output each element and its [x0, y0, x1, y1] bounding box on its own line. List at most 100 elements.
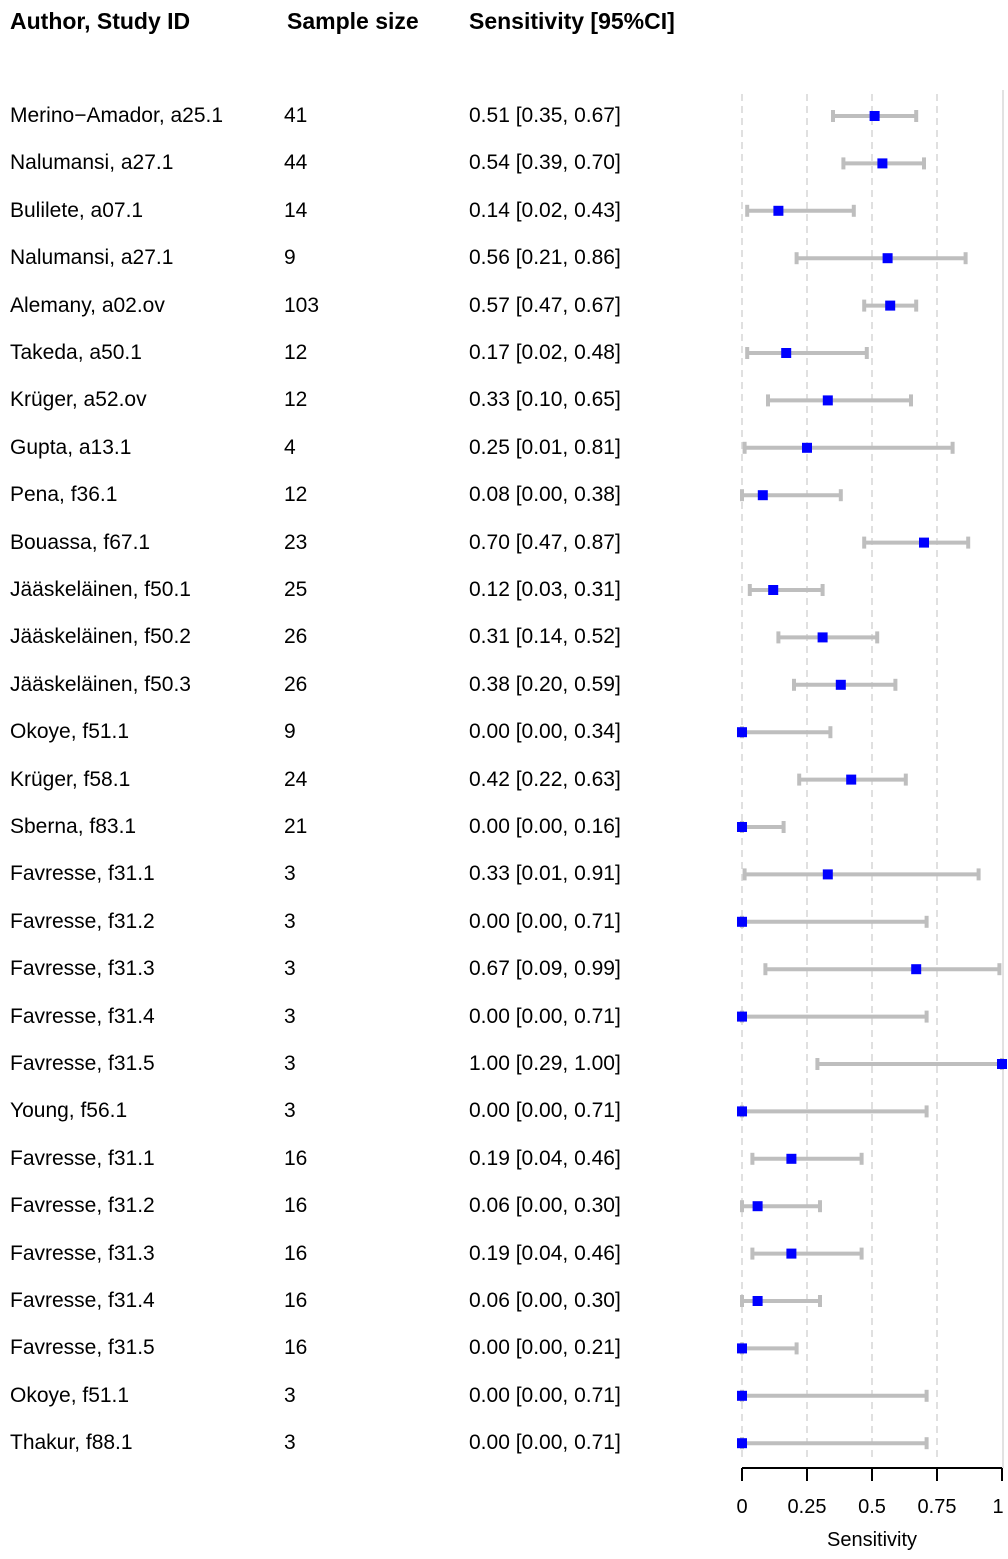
sample-size: 16 — [284, 1336, 308, 1360]
study-name: Sberna, f83.1 — [10, 815, 137, 838]
point-estimate — [737, 1011, 747, 1022]
sample-size: 3 — [284, 862, 296, 886]
point-estimate — [752, 1296, 763, 1306]
point-estimate — [773, 205, 784, 216]
sensitivity-ci-label: 0.42 [0.22, 0.63] — [469, 767, 621, 791]
sensitivity-ci-label: 0.12 [0.03, 0.31] — [469, 578, 621, 601]
sample-size: 16 — [284, 1146, 308, 1170]
point-estimate — [822, 395, 833, 406]
study-name: Favresse, f31.2 — [10, 1194, 155, 1218]
sensitivity-ci-label: 0.00 [0.00, 0.71] — [469, 1431, 621, 1455]
sample-size: 103 — [284, 293, 320, 317]
study-name: Krüger, f58.1 — [10, 767, 131, 791]
study-name: Alemany, a02.ov — [10, 293, 165, 317]
sensitivity-ci-label: 0.33 [0.01, 0.91] — [469, 862, 621, 886]
sensitivity-ci-label: 0.14 [0.02, 0.43] — [469, 198, 621, 222]
point-estimate — [737, 1106, 747, 1117]
sensitivity-ci-label: 1.00 [0.29, 1.00] — [469, 1052, 621, 1075]
study-name: Gupta, a13.1 — [10, 435, 132, 459]
x-axis-label: Sensitivity — [827, 1529, 917, 1551]
sensitivity-ci-label: 0.06 [0.00, 0.30] — [469, 1289, 621, 1312]
point-estimate — [802, 442, 812, 453]
header-sample-size: Sample size — [287, 8, 419, 34]
sensitivity-ci-label: 0.25 [0.01, 0.81] — [469, 435, 621, 459]
header-sensitivity-ci: Sensitivity [95%CI] — [469, 8, 675, 34]
sample-size: 24 — [284, 767, 308, 791]
x-tick-label: 0.25 — [788, 1496, 827, 1518]
point-estimate — [786, 1153, 797, 1164]
x-tick-label: 0.75 — [918, 1496, 957, 1518]
sample-size: 16 — [284, 1241, 308, 1265]
sample-size: 12 — [284, 483, 308, 507]
point-estimate — [768, 585, 779, 595]
study-name: Young, f56.1 — [10, 1099, 128, 1123]
sensitivity-ci-label: 0.00 [0.00, 0.34] — [469, 720, 621, 744]
sensitivity-ci-label: 0.70 [0.47, 0.87] — [469, 530, 621, 554]
ci-whisker — [745, 204, 856, 217]
ci-whisker — [740, 1389, 929, 1402]
sensitivity-ci-label: 0.56 [0.21, 0.86] — [469, 246, 621, 270]
ci-whisker — [740, 1342, 799, 1355]
header-author-study-id: Author, Study ID — [10, 8, 191, 34]
study-name: Favresse, f31.5 — [10, 1052, 155, 1075]
ci-whisker — [776, 631, 880, 644]
x-tick-label: 0 — [736, 1496, 747, 1518]
sample-size: 4 — [284, 435, 296, 459]
ci-whisker — [747, 584, 825, 596]
sample-size: 16 — [284, 1194, 308, 1218]
study-name: Favresse, f31.1 — [10, 1146, 155, 1170]
sensitivity-ci-label: 0.00 [0.00, 0.16] — [469, 815, 621, 838]
point-estimate — [846, 774, 857, 785]
point-estimate — [737, 916, 747, 927]
sample-size: 3 — [284, 1431, 296, 1455]
ci-whisker — [750, 1152, 864, 1165]
study-name: Pena, f36.1 — [10, 483, 118, 507]
point-estimate — [737, 727, 747, 738]
ci-whisker — [763, 963, 1002, 976]
study-name: Krüger, a52.ov — [10, 388, 147, 412]
ci-whisker — [766, 394, 913, 407]
sensitivity-ci-label: 0.54 [0.39, 0.70] — [469, 151, 621, 175]
study-name: Jääskeläinen, f50.1 — [10, 578, 191, 601]
point-estimate — [822, 869, 833, 880]
ci-whisker — [740, 1105, 929, 1118]
sample-size: 26 — [284, 672, 308, 696]
sample-size: 3 — [284, 1383, 296, 1407]
study-name: Favresse, f31.3 — [10, 957, 155, 981]
sample-size: 3 — [284, 1004, 296, 1028]
sensitivity-ci-label: 0.00 [0.00, 0.71] — [469, 1099, 621, 1123]
sample-size: 12 — [284, 341, 308, 364]
point-estimate — [737, 1390, 747, 1401]
study-name: Okoye, f51.1 — [10, 720, 130, 744]
point-estimate — [882, 253, 893, 264]
ci-whisker — [794, 252, 968, 265]
ci-whisker — [740, 821, 786, 833]
point-estimate — [835, 679, 846, 690]
sensitivity-ci-label: 0.17 [0.02, 0.48] — [469, 341, 621, 364]
sensitivity-ci-label: 0.38 [0.20, 0.59] — [469, 672, 621, 696]
sensitivity-ci-label: 0.19 [0.04, 0.46] — [469, 1241, 621, 1265]
point-estimate — [737, 1343, 747, 1354]
study-name: Favresse, f31.4 — [10, 1289, 155, 1312]
sample-size: 21 — [284, 815, 308, 838]
point-estimate — [757, 490, 768, 501]
sensitivity-ci-label: 0.00 [0.00, 0.71] — [469, 1004, 621, 1028]
ci-whisker — [740, 915, 929, 928]
sample-size: 14 — [284, 198, 308, 222]
point-estimate — [737, 1438, 747, 1449]
sample-size: 16 — [284, 1289, 308, 1312]
point-estimate — [919, 537, 929, 548]
ci-whisker — [742, 868, 981, 881]
x-axis: 0 0.25 0.5 0.75 1 Sensitivity — [736, 1467, 1004, 1551]
point-estimate — [877, 158, 888, 169]
point-estimate — [781, 348, 792, 358]
sensitivity-ci-label: 0.19 [0.04, 0.46] — [469, 1146, 621, 1170]
study-name: Favresse, f31.1 — [10, 862, 155, 886]
study-name: Jääskeläinen, f50.3 — [10, 672, 191, 696]
sample-size: 9 — [284, 720, 296, 744]
x-axis-ticks: 0 0.25 0.5 0.75 1 — [736, 1468, 1004, 1518]
study-name: Favresse, f31.2 — [10, 909, 155, 933]
sample-size: 3 — [284, 1099, 296, 1123]
